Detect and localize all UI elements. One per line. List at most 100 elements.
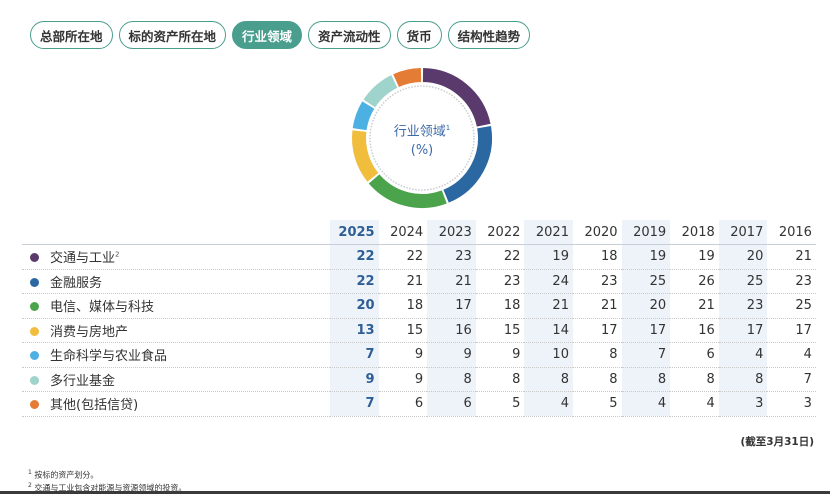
- value-cell: 8: [706, 371, 715, 387]
- value-cell: 19: [698, 249, 715, 265]
- value-cell: 3: [803, 396, 812, 412]
- value-cell: 13: [330, 318, 379, 343]
- header-spacer: [22, 220, 330, 245]
- value-cell: 4: [718, 342, 768, 367]
- value-cell: 9: [414, 347, 424, 363]
- value-cell: 25: [795, 298, 812, 314]
- series-name: 多行业基金: [50, 373, 116, 389]
- year-header: 2019: [621, 220, 671, 245]
- value-cell: 4: [803, 347, 812, 363]
- value-cell: 4: [621, 391, 671, 416]
- value-cell: 21: [698, 298, 715, 314]
- row-label: 多行业基金: [22, 367, 330, 392]
- value-cell: 4: [524, 391, 573, 416]
- value-cell: 9: [427, 342, 476, 367]
- value-cell: 8: [427, 367, 476, 392]
- value-cell: 16: [698, 322, 715, 338]
- footnote-mark: 2: [115, 250, 120, 259]
- value-cell: 19: [621, 244, 671, 269]
- value-cell: 21: [524, 293, 573, 318]
- value-cell: 7: [330, 391, 379, 416]
- year-header: 2020: [584, 224, 618, 240]
- series-name: 金融服务: [50, 275, 103, 291]
- value-cell: 6: [706, 347, 715, 363]
- value-cell: 23: [601, 273, 618, 289]
- legend-dot-icon: [30, 400, 39, 410]
- value-cell: 21: [795, 249, 812, 265]
- footnote-1: 1 按标的资产划分。: [28, 469, 99, 480]
- value-cell: 10: [524, 342, 573, 367]
- donut-segment-1: [443, 125, 492, 203]
- table-row: 多行业基金 9 9 8 8 8 8 8 8 8 7: [22, 367, 816, 392]
- value-cell: 23: [503, 273, 521, 289]
- tab-5[interactable]: 结构性趋势: [447, 21, 531, 49]
- tab-4[interactable]: 货币: [396, 21, 442, 49]
- donut-inner-dotted-ring: [369, 85, 475, 191]
- row-label: 生命科学与农业食品: [22, 343, 330, 368]
- year-header: 2025: [330, 220, 379, 245]
- value-cell: 17: [621, 318, 671, 343]
- table-row: 电信、媒体与科技 20 18 17 18 21 21 20 21 23 25: [22, 293, 816, 319]
- value-cell: 18: [503, 298, 521, 314]
- tab-1[interactable]: 标的资产所在地: [118, 21, 227, 49]
- tab-0[interactable]: 总部所在地: [30, 21, 113, 49]
- value-cell: 8: [621, 367, 671, 392]
- value-cell: 6: [414, 396, 424, 412]
- value-cell: 22: [503, 249, 521, 265]
- value-cell: 24: [524, 269, 573, 294]
- value-cell: 8: [512, 371, 521, 387]
- legend-dot-icon: [30, 253, 39, 263]
- value-cell: 5: [609, 396, 618, 412]
- value-cell: 23: [427, 244, 476, 269]
- value-cell: 25: [621, 269, 671, 294]
- donut-center-label: 行业领域1 (%): [372, 119, 472, 160]
- row-label: 其他(包括信贷): [22, 392, 330, 417]
- donut-segment-5: [363, 75, 398, 108]
- table-row: 金融服务 22 21 21 23 24 23 25 26 25 23: [22, 269, 816, 294]
- table-row: 交通与工业2 22 22 23 22 19 18 19 19 20 21: [22, 244, 816, 270]
- footnote-2: 2 交通与工业包含对能源与资源领域的投资。: [28, 481, 187, 493]
- value-cell: 22: [330, 269, 379, 294]
- value-cell: 8: [609, 371, 618, 387]
- industry-table: 2025 2024 2023 2022 2021 2020 2019 2018 2017 2016…: [22, 220, 816, 417]
- value-cell: 14: [524, 318, 573, 343]
- donut-unit: (%): [410, 143, 434, 159]
- row-label: 消费与房地产: [22, 318, 330, 343]
- value-cell: 8: [609, 347, 618, 363]
- value-cell: 9: [512, 347, 521, 363]
- year-header: 2023: [427, 220, 476, 245]
- legend-dot-icon: [30, 302, 39, 312]
- series-name: 交通与工业: [50, 251, 116, 267]
- donut-segment-4: [352, 101, 375, 131]
- value-cell: 21: [406, 273, 424, 289]
- tab-2[interactable]: 行业领域: [232, 21, 303, 49]
- donut-segment-2: [368, 174, 447, 208]
- value-cell: 21: [601, 298, 618, 314]
- tab-3[interactable]: 资产流动性: [308, 21, 391, 49]
- donut-segment-6: [393, 68, 422, 88]
- series-name: 电信、媒体与科技: [50, 300, 155, 316]
- row-label: 交通与工业2: [22, 245, 330, 270]
- value-cell: 9: [414, 371, 424, 387]
- year-header: 2017: [718, 220, 768, 245]
- industry-donut-chart: [352, 68, 492, 208]
- year-header-row: 2025 2024 2023 2022 2021 2020 2019 2018 2017 2016: [22, 220, 816, 245]
- value-cell: 9: [330, 367, 379, 392]
- row-label: 电信、媒体与科技: [22, 294, 330, 319]
- bottom-border: [0, 491, 830, 494]
- value-cell: 17: [795, 322, 812, 338]
- table-row: 其他(包括信贷) 7 6 6 5 4 5 4 4 3 3: [22, 391, 816, 417]
- category-tabs: 总部所在地 标的资产所在地 行业领域 资产流动性 货币 结构性趋势: [30, 21, 531, 49]
- as-of-note: (截至3月31日): [740, 436, 814, 448]
- value-cell: 3: [718, 391, 768, 416]
- legend-dot-icon: [30, 326, 39, 336]
- value-cell: 15: [503, 322, 521, 338]
- value-cell: 20: [621, 293, 671, 318]
- table-row: 生命科学与农业食品 7 9 9 9 10 8 7 6 4 4: [22, 342, 816, 368]
- donut-title-footnote: 1: [445, 124, 451, 132]
- year-header: 2021: [524, 220, 573, 245]
- value-cell: 7: [330, 342, 379, 367]
- row-label: 金融服务: [22, 269, 330, 294]
- value-cell: 17: [718, 318, 768, 343]
- value-cell: 25: [718, 269, 768, 294]
